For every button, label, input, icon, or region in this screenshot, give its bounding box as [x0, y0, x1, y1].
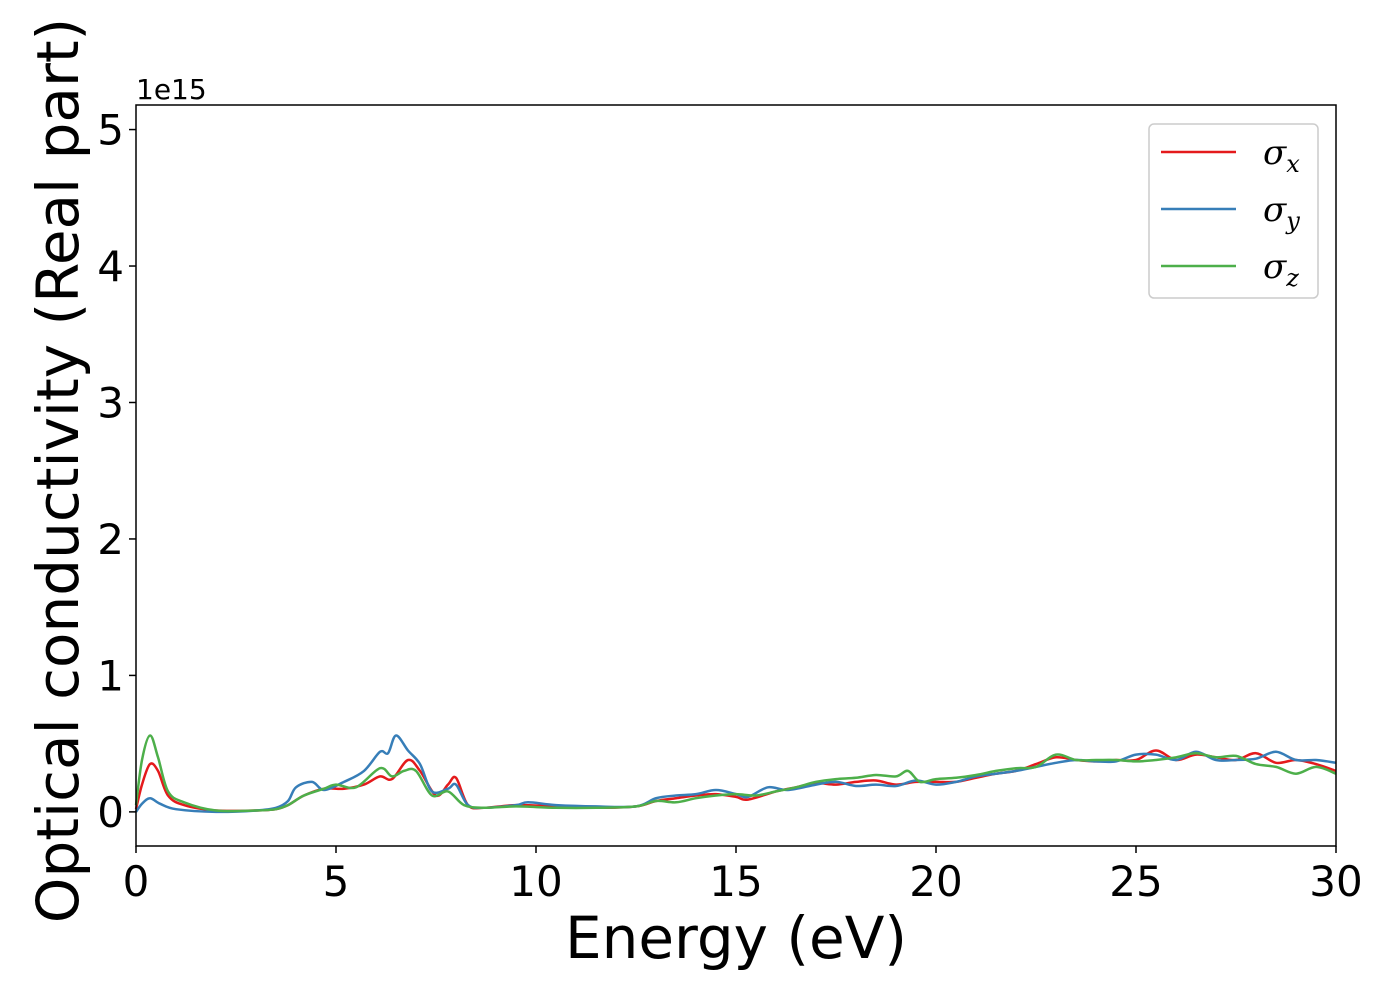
series-lines — [134, 734, 1337, 814]
x-tick-label: 25 — [1109, 857, 1162, 906]
legend-box — [1148, 123, 1319, 299]
x-tick-label: 15 — [709, 857, 762, 906]
y-tick-label: 4 — [97, 242, 124, 291]
series-line-z — [134, 734, 1337, 813]
series-line-y — [134, 734, 1337, 814]
legend-label-z: σz — [1263, 247, 1299, 292]
x-axis-label: Energy (eV) — [565, 904, 907, 972]
y-offset-label: 1e15 — [136, 73, 207, 106]
x-tick-label: 30 — [1309, 857, 1362, 906]
y-tick-label: 0 — [97, 788, 124, 837]
y-tick-label: 5 — [97, 106, 124, 155]
y-axis-label: Optical conductivity (Real part) — [24, 18, 92, 923]
y-tick-label: 2 — [97, 515, 124, 564]
y-tick-label: 1 — [97, 651, 124, 700]
x-tick-label: 0 — [123, 857, 150, 906]
legend-label-y: σy — [1263, 190, 1300, 235]
x-axis-ticks: 0 5 10 15 20 25 30 — [123, 846, 1363, 906]
x-tick-label: 5 — [323, 857, 350, 906]
x-tick-label: 10 — [509, 857, 562, 906]
x-tick-label: 20 — [909, 857, 962, 906]
legend-label-x: σx — [1263, 133, 1300, 178]
y-axis-ticks: 0 1 2 3 4 5 — [97, 106, 136, 837]
y-tick-label: 3 — [97, 378, 124, 427]
legend: σx σy σz — [1148, 123, 1319, 299]
